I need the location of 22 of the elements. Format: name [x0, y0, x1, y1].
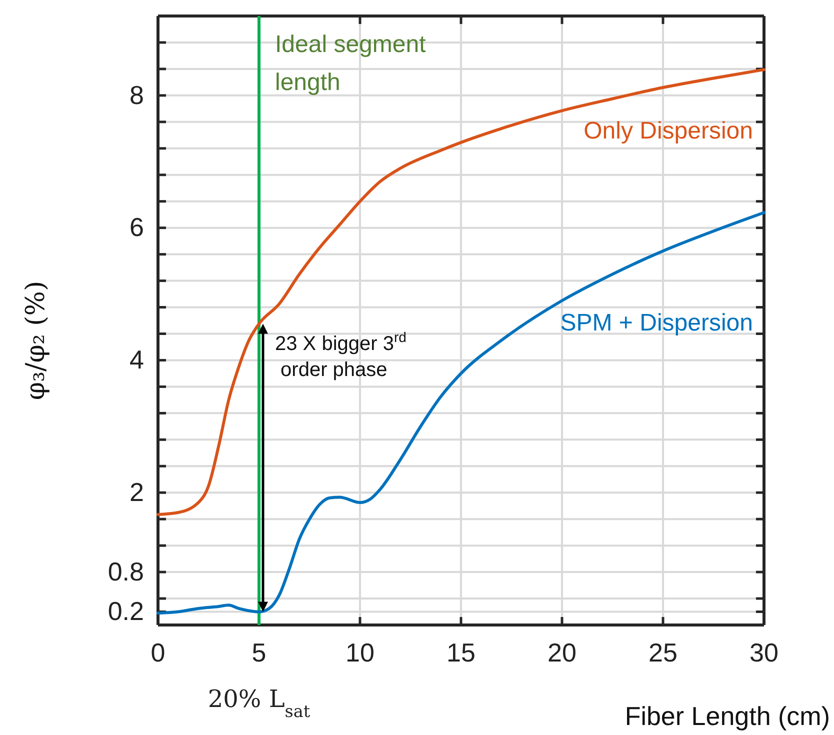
y-tick-label: 2: [130, 476, 144, 507]
line-series: [156, 211, 766, 615]
y-tick-label: 4: [130, 344, 144, 375]
x-tick-label: 30: [750, 637, 778, 668]
x-axis-title: Fiber Length (cm): [624, 701, 830, 731]
text: 20% L$_{sat}$: [208, 685, 310, 721]
annotation: 23 X bigger 3$^{rd}$ order phase: [275, 328, 406, 381]
x-tick-label: 25: [648, 637, 678, 668]
y-axis-title: φ₃/φ₂ (%): [21, 280, 51, 400]
x-tick-label: 15: [446, 637, 476, 668]
annotation: Ideal segment length: [275, 31, 426, 96]
x-tick-label: 20: [548, 637, 576, 668]
y-tick-label: 0.8: [108, 556, 144, 586]
y-tick-label: 0.2: [108, 596, 144, 626]
x-tick-label: 5: [252, 637, 266, 668]
x-tick-label: 10: [346, 637, 374, 668]
series-label: SPM + Dispersion: [560, 309, 753, 336]
y-tick-label: 8: [130, 80, 144, 110]
x-tick-label: 0: [150, 637, 166, 668]
line-series: [156, 68, 766, 516]
series-label: Only Dispersion: [584, 117, 753, 144]
y-tick-label: 6: [130, 212, 144, 242]
